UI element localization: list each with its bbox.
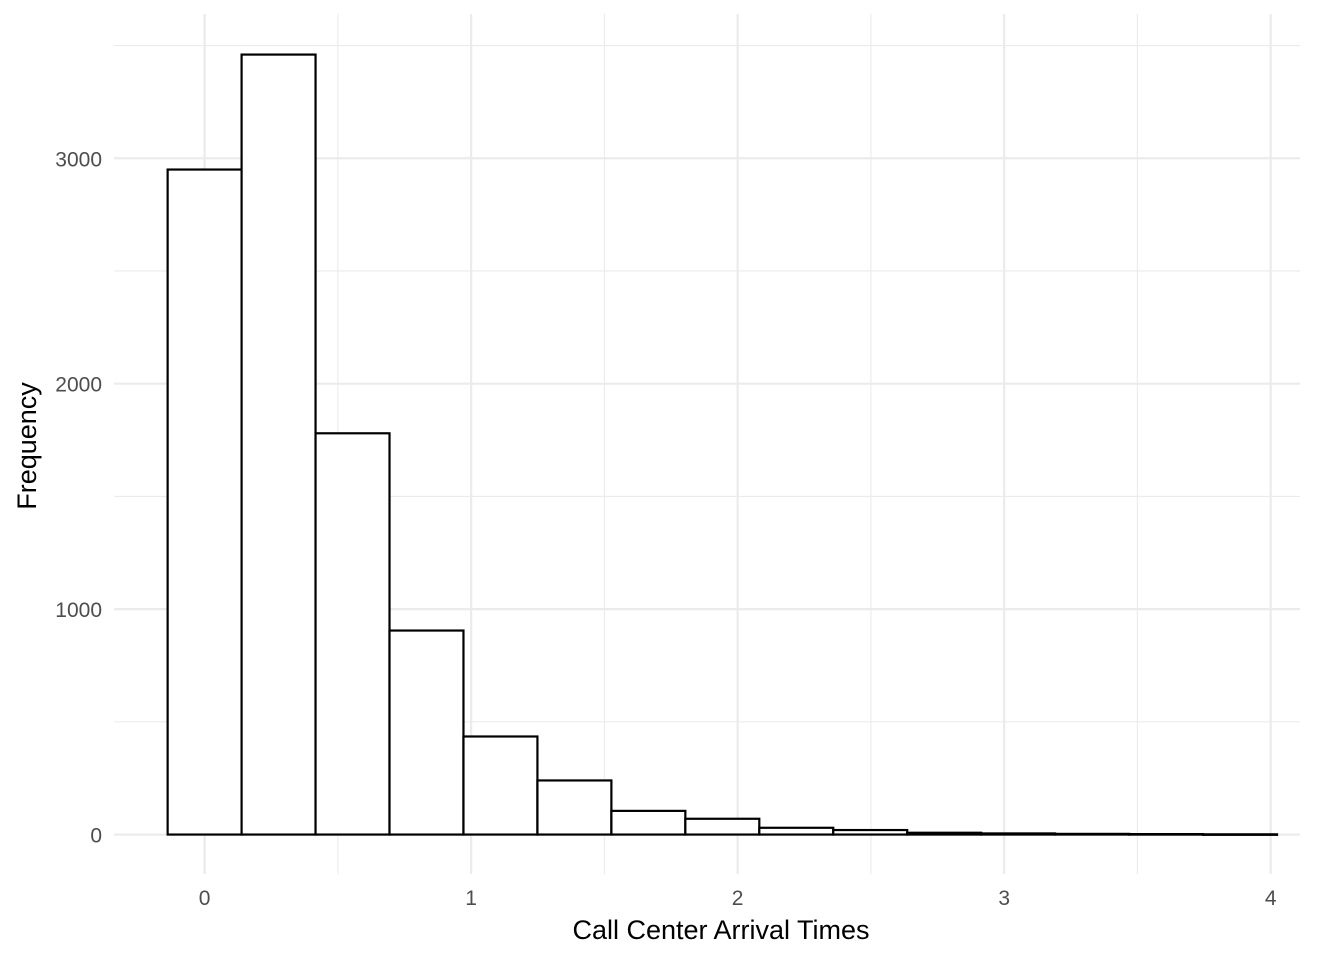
histogram-bar [1201,833,1279,836]
y-tick-label: 2000 [55,374,102,397]
histogram-bar [758,826,835,836]
histogram-bar [684,817,761,836]
histogram-bar [906,831,983,836]
x-tick-label: 0 [199,887,211,910]
histogram-bar [388,629,465,836]
y-axis-title: Frequency [12,382,42,510]
y-axis-tick-labels: 0 1000 2000 3000 [55,148,102,847]
histogram-bar [610,809,687,836]
histogram-bar [166,168,243,836]
histogram-bar [314,432,391,836]
histogram-bar [832,828,909,836]
x-tick-label: 3 [998,887,1010,910]
histogram-bar [1054,832,1131,836]
y-tick-label: 1000 [55,599,102,622]
x-tick-label: 4 [1265,887,1277,910]
y-tick-label: 0 [90,825,102,848]
histogram-bars [166,53,1279,836]
histogram-bar [462,735,539,836]
x-axis-tick-labels: 0 1 2 3 4 [199,887,1277,910]
histogram-bar [536,779,613,836]
histogram-bar [1127,832,1205,836]
histogram-bar [980,832,1057,836]
histogram-bar [240,53,317,836]
x-tick-label: 1 [465,887,477,910]
y-tick-label: 3000 [55,148,102,171]
x-axis-title: Call Center Arrival Times [572,915,869,945]
x-tick-label: 2 [732,887,744,910]
